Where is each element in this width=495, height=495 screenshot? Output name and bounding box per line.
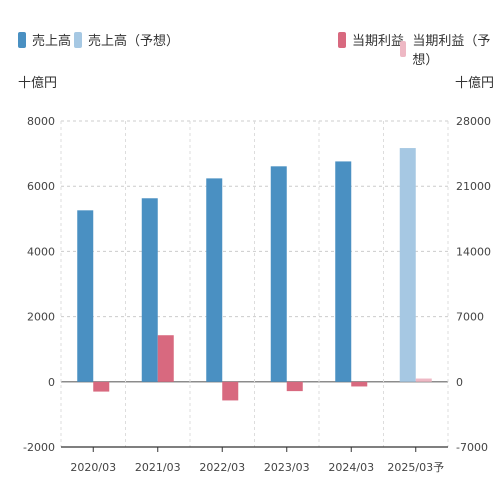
sales-bar <box>141 198 158 382</box>
y-left-tick-label: -2000 <box>23 441 55 454</box>
y-left-tick-label: 2000 <box>27 311 55 324</box>
y-left-tick-label: 8000 <box>27 115 55 128</box>
y-right-tick-label: 28000 <box>456 115 491 128</box>
sales-bar <box>206 178 223 382</box>
profit-bar <box>157 335 174 382</box>
profit-bar <box>222 381 239 401</box>
legend-swatch-profit-forecast <box>400 41 407 57</box>
y-left-tick-label: 6000 <box>27 180 55 193</box>
right-axis-unit: 十億円 <box>455 76 495 91</box>
profit-bar <box>286 381 303 392</box>
y-right-tick-label: 21000 <box>456 180 491 193</box>
y-right-tick-label: -7000 <box>456 441 488 454</box>
legend-profit-forecast[interactable]: 当期利益（予想） <box>400 30 495 68</box>
profit-bar <box>415 378 432 382</box>
y-right-tick-label: 14000 <box>456 245 491 258</box>
x-tick-label: 2025/03予 <box>387 461 444 474</box>
legend-swatch-profit <box>338 31 346 48</box>
legend-label-sales: 売上高 <box>32 34 72 49</box>
profit-bar <box>351 381 368 387</box>
legend-label-sales-forecast: 売上高（予想） <box>88 34 180 49</box>
profit-bar <box>93 381 110 392</box>
y-right-tick-label: 7000 <box>456 311 484 324</box>
legend-label-profit-forecast: 当期利益（予想） <box>412 34 491 68</box>
legend-swatch-sales-forecast <box>74 31 82 48</box>
x-tick-label: 2020/03 <box>70 461 116 474</box>
legend-label-profit: 当期利益 <box>352 34 405 49</box>
x-tick-label: 2023/03 <box>264 461 310 474</box>
x-tick-label: 2021/03 <box>135 461 181 474</box>
legend-swatch-sales <box>18 31 26 48</box>
sales-bar <box>270 166 287 382</box>
x-tick-label: 2022/03 <box>199 461 245 474</box>
left-axis-unit: 十億円 <box>18 76 58 91</box>
sales-bar <box>399 148 416 382</box>
legend-profit[interactable]: 当期利益 <box>338 30 404 49</box>
x-tick-label: 2024/03 <box>328 461 374 474</box>
sales-bar <box>77 210 94 382</box>
y-right-tick-label: 0 <box>456 376 463 389</box>
y-left-tick-label: 0 <box>48 376 55 389</box>
legend-sales-forecast[interactable]: 売上高（予想） <box>74 30 179 49</box>
sales-bar <box>335 161 352 382</box>
legend-sales[interactable]: 売上高 <box>18 30 71 49</box>
y-left-tick-label: 4000 <box>27 245 55 258</box>
